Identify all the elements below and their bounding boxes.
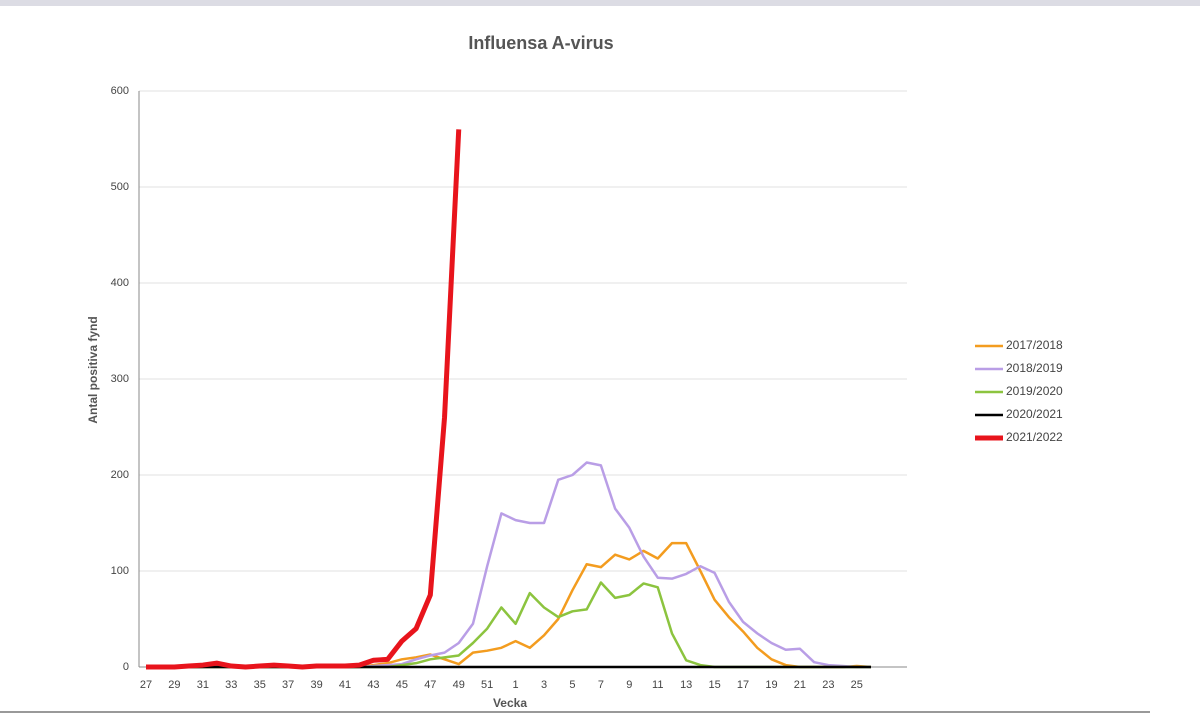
- legend-label: 2018/2019: [1006, 361, 1063, 375]
- x-tick-label: 35: [254, 679, 266, 691]
- x-axis-label: Vecka: [493, 696, 527, 710]
- y-axis-label: Antal positiva fynd: [86, 316, 100, 423]
- x-tick-label: 9: [626, 679, 632, 691]
- x-tick-label: 39: [310, 679, 322, 691]
- legend-label: 2021/2022: [1006, 430, 1063, 444]
- y-tick-label: 300: [111, 373, 129, 385]
- legend-label: 2020/2021: [1006, 407, 1063, 421]
- y-tick-label: 600: [111, 85, 129, 97]
- x-tick-label: 11: [652, 679, 663, 691]
- x-tick-label: 43: [367, 679, 379, 691]
- x-tick-label: 7: [598, 679, 604, 691]
- x-tick-label: 23: [822, 679, 834, 691]
- x-tick-label: 15: [709, 679, 721, 691]
- x-tick-label: 33: [225, 679, 237, 691]
- series-line: [146, 541, 872, 669]
- y-tick-label: 100: [111, 565, 129, 577]
- x-tick-label: 37: [282, 679, 294, 691]
- y-tick-label: 400: [111, 277, 129, 289]
- y-tick-label: 500: [111, 181, 129, 193]
- legend-label: 2019/2020: [1006, 384, 1063, 398]
- x-tick-label: 25: [851, 679, 863, 691]
- x-tick-label: 47: [424, 679, 436, 691]
- series-line: [146, 461, 871, 669]
- legend-label: 2017/2018: [1006, 338, 1063, 352]
- x-tick-label: 1: [513, 679, 519, 691]
- x-tick-label: 29: [168, 679, 180, 691]
- x-tick-label: 5: [569, 679, 575, 691]
- series-line: [146, 581, 871, 669]
- x-tick-label: 3: [541, 679, 547, 691]
- x-tick-label: 49: [453, 679, 465, 691]
- x-tick-label: 41: [339, 679, 351, 691]
- x-tick-label: 31: [197, 679, 209, 691]
- x-tick-label: 27: [140, 679, 152, 691]
- x-tick-label: 13: [680, 679, 692, 691]
- y-tick-label: 0: [123, 661, 129, 673]
- x-tick-label: 51: [481, 679, 493, 691]
- x-tick-label: 45: [396, 679, 408, 691]
- x-tick-label: 17: [737, 679, 749, 691]
- series-line: [146, 129, 462, 670]
- top-border: [0, 0, 1200, 6]
- x-tick-label: 21: [794, 679, 806, 691]
- y-tick-label: 200: [111, 469, 129, 481]
- chart-title: Influensa A-virus: [468, 33, 613, 53]
- x-tick-label: 19: [765, 679, 777, 691]
